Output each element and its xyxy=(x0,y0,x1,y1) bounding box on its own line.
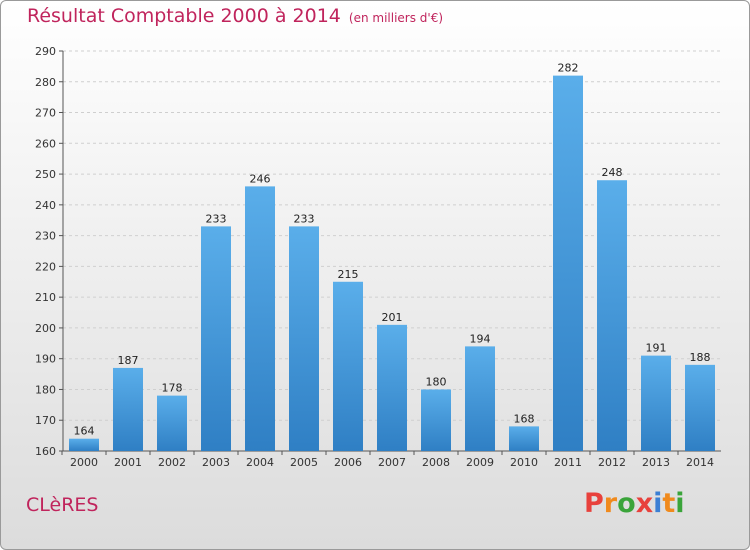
value-label-2009: 194 xyxy=(470,332,491,345)
bar-2003 xyxy=(201,226,231,451)
y-tick-label: 160 xyxy=(35,445,56,458)
bar-2011 xyxy=(553,75,583,451)
bar-2004 xyxy=(245,186,275,451)
chart-subtitle: (en milliers d'€) xyxy=(348,11,444,25)
bar-2000 xyxy=(69,438,99,451)
logo-letter: i xyxy=(675,488,685,519)
y-tick-label: 240 xyxy=(35,199,56,212)
x-tick-label: 2006 xyxy=(334,456,362,469)
title-row: Résultat Comptable 2000 à 2014 (en millie… xyxy=(27,5,443,27)
x-tick-label: 2013 xyxy=(642,456,670,469)
x-tick-label: 2004 xyxy=(246,456,274,469)
bar-2012 xyxy=(597,180,627,451)
logo-letter: t xyxy=(662,488,676,519)
logo-letter: P xyxy=(584,488,604,519)
bar-2006 xyxy=(333,281,363,451)
bar-2009 xyxy=(465,346,495,451)
y-tick-label: 230 xyxy=(35,230,56,243)
bar-2014 xyxy=(685,364,715,451)
bar-2001 xyxy=(113,367,143,451)
bar-2002 xyxy=(157,395,187,451)
labels: 160 170 180 190 200 210 220 230 240 250 260 270 280 2… xyxy=(35,45,714,469)
bar-2008 xyxy=(421,389,451,451)
y-tick-label: 170 xyxy=(35,414,56,427)
x-tick-label: 2008 xyxy=(422,456,450,469)
value-label-2000: 164 xyxy=(74,425,95,438)
value-label-2002: 178 xyxy=(162,382,183,395)
bar-2010 xyxy=(509,426,539,451)
x-tick-label: 2003 xyxy=(202,456,230,469)
x-tick-label: 2012 xyxy=(598,456,626,469)
bar-2013 xyxy=(641,355,671,451)
y-tick-label: 210 xyxy=(35,291,56,304)
value-label-2014: 188 xyxy=(690,351,711,364)
proxiti-logo: Proxiti xyxy=(584,488,685,519)
value-label-2003: 233 xyxy=(206,212,227,225)
bar-2005 xyxy=(289,226,319,451)
x-tick-label: 2002 xyxy=(158,456,186,469)
x-tick-label: 2014 xyxy=(686,456,714,469)
value-label-2007: 201 xyxy=(382,311,403,324)
x-tick-label: 2011 xyxy=(554,456,582,469)
y-tick-label: 250 xyxy=(35,168,56,181)
logo-letter: r xyxy=(603,488,618,519)
y-tick-label: 290 xyxy=(35,45,56,58)
value-label-2001: 187 xyxy=(118,354,139,367)
y-tick-label: 180 xyxy=(35,383,56,396)
bars xyxy=(69,75,715,451)
x-tick-label: 2005 xyxy=(290,456,318,469)
y-tick-label: 280 xyxy=(35,76,56,89)
x-tick-label: 2007 xyxy=(378,456,406,469)
commune-name: CLèRES xyxy=(26,494,99,516)
x-tick-label: 2010 xyxy=(510,456,538,469)
bar-2007 xyxy=(377,324,407,451)
x-tick-label: 2000 xyxy=(70,456,98,469)
value-label-2013: 191 xyxy=(646,342,667,355)
y-tick-label: 220 xyxy=(35,260,56,273)
value-label-2008: 180 xyxy=(426,375,447,388)
logo-letter: x xyxy=(635,488,654,519)
y-tick-label: 190 xyxy=(35,353,56,366)
value-label-2011: 282 xyxy=(558,62,579,75)
value-label-2006: 215 xyxy=(338,268,359,281)
y-tick-label: 200 xyxy=(35,322,56,335)
value-label-2004: 246 xyxy=(250,172,271,185)
x-tick-label: 2009 xyxy=(466,456,494,469)
logo-letter: i xyxy=(653,488,663,519)
chart-title: Résultat Comptable 2000 à 2014 xyxy=(27,5,341,27)
y-tick-label: 260 xyxy=(35,137,56,150)
logo-letter: o xyxy=(617,488,636,519)
y-tick-label: 270 xyxy=(35,107,56,120)
value-label-2010: 168 xyxy=(514,412,535,425)
value-label-2012: 248 xyxy=(602,166,623,179)
value-label-2005: 233 xyxy=(294,212,315,225)
x-tick-label: 2001 xyxy=(114,456,142,469)
